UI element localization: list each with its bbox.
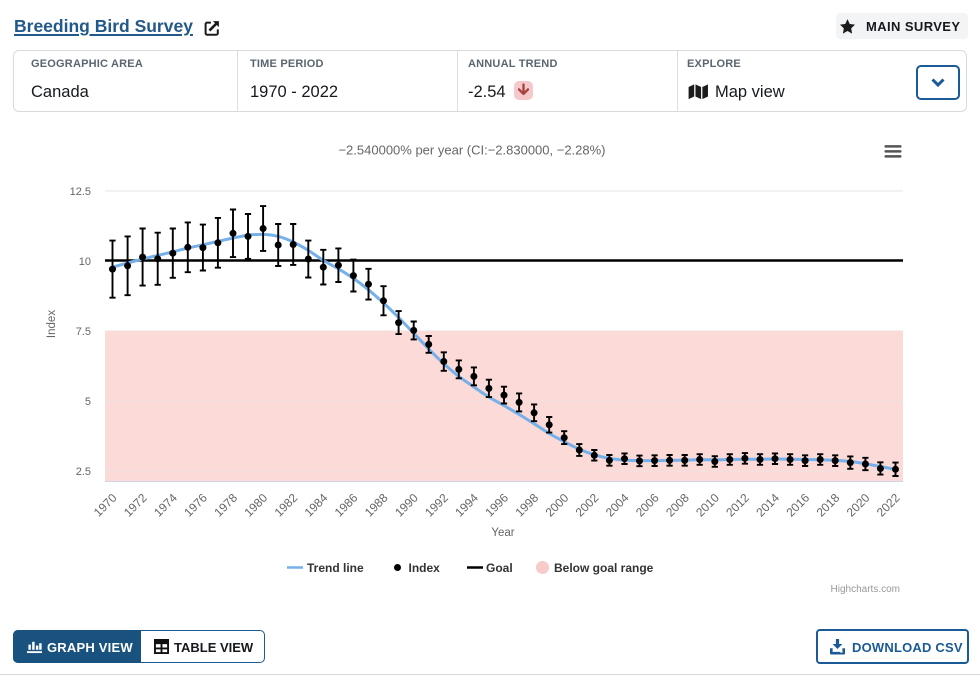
svg-text:−2.540000% per year (CI:−2.830: −2.540000% per year (CI:−2.830000, −2.28… <box>338 143 605 158</box>
svg-text:2008: 2008 <box>663 490 692 519</box>
svg-text:2020: 2020 <box>844 490 873 519</box>
svg-text:1992: 1992 <box>422 490 451 519</box>
svg-text:Below goal range: Below goal range <box>554 561 654 575</box>
svg-text:2010: 2010 <box>693 490 722 519</box>
svg-text:1982: 1982 <box>272 490 301 519</box>
svg-text:1976: 1976 <box>181 490 210 519</box>
svg-text:1990: 1990 <box>392 490 421 519</box>
svg-text:1984: 1984 <box>302 490 331 519</box>
svg-text:12.5: 12.5 <box>70 186 91 198</box>
svg-text:2012: 2012 <box>723 490 752 519</box>
svg-text:2000: 2000 <box>543 490 572 519</box>
svg-text:Trend line: Trend line <box>307 561 364 575</box>
svg-text:1978: 1978 <box>211 490 240 519</box>
svg-text:1988: 1988 <box>362 490 391 519</box>
svg-text:1980: 1980 <box>241 490 270 519</box>
svg-text:Index: Index <box>409 561 441 575</box>
svg-text:2018: 2018 <box>814 490 843 519</box>
svg-text:2.5: 2.5 <box>76 466 91 478</box>
svg-text:1970: 1970 <box>91 490 120 519</box>
svg-text:Year: Year <box>491 527 514 539</box>
svg-text:1994: 1994 <box>452 490 481 519</box>
svg-text:Index: Index <box>46 310 58 338</box>
svg-text:1986: 1986 <box>332 490 361 519</box>
svg-text:10: 10 <box>79 256 91 268</box>
svg-text:1974: 1974 <box>151 490 180 519</box>
svg-text:1972: 1972 <box>121 490 150 519</box>
svg-text:Goal: Goal <box>486 561 513 575</box>
svg-text:2014: 2014 <box>753 490 782 519</box>
svg-text:7.5: 7.5 <box>76 326 91 338</box>
svg-text:2006: 2006 <box>633 490 662 519</box>
svg-text:1998: 1998 <box>512 490 541 519</box>
svg-text:Highcharts.com: Highcharts.com <box>831 584 900 595</box>
svg-text:2004: 2004 <box>603 490 632 519</box>
svg-text:2002: 2002 <box>573 490 602 519</box>
svg-text:2016: 2016 <box>783 490 812 519</box>
svg-text:1996: 1996 <box>482 490 511 519</box>
svg-text:2022: 2022 <box>874 490 903 519</box>
svg-text:5: 5 <box>85 396 91 408</box>
